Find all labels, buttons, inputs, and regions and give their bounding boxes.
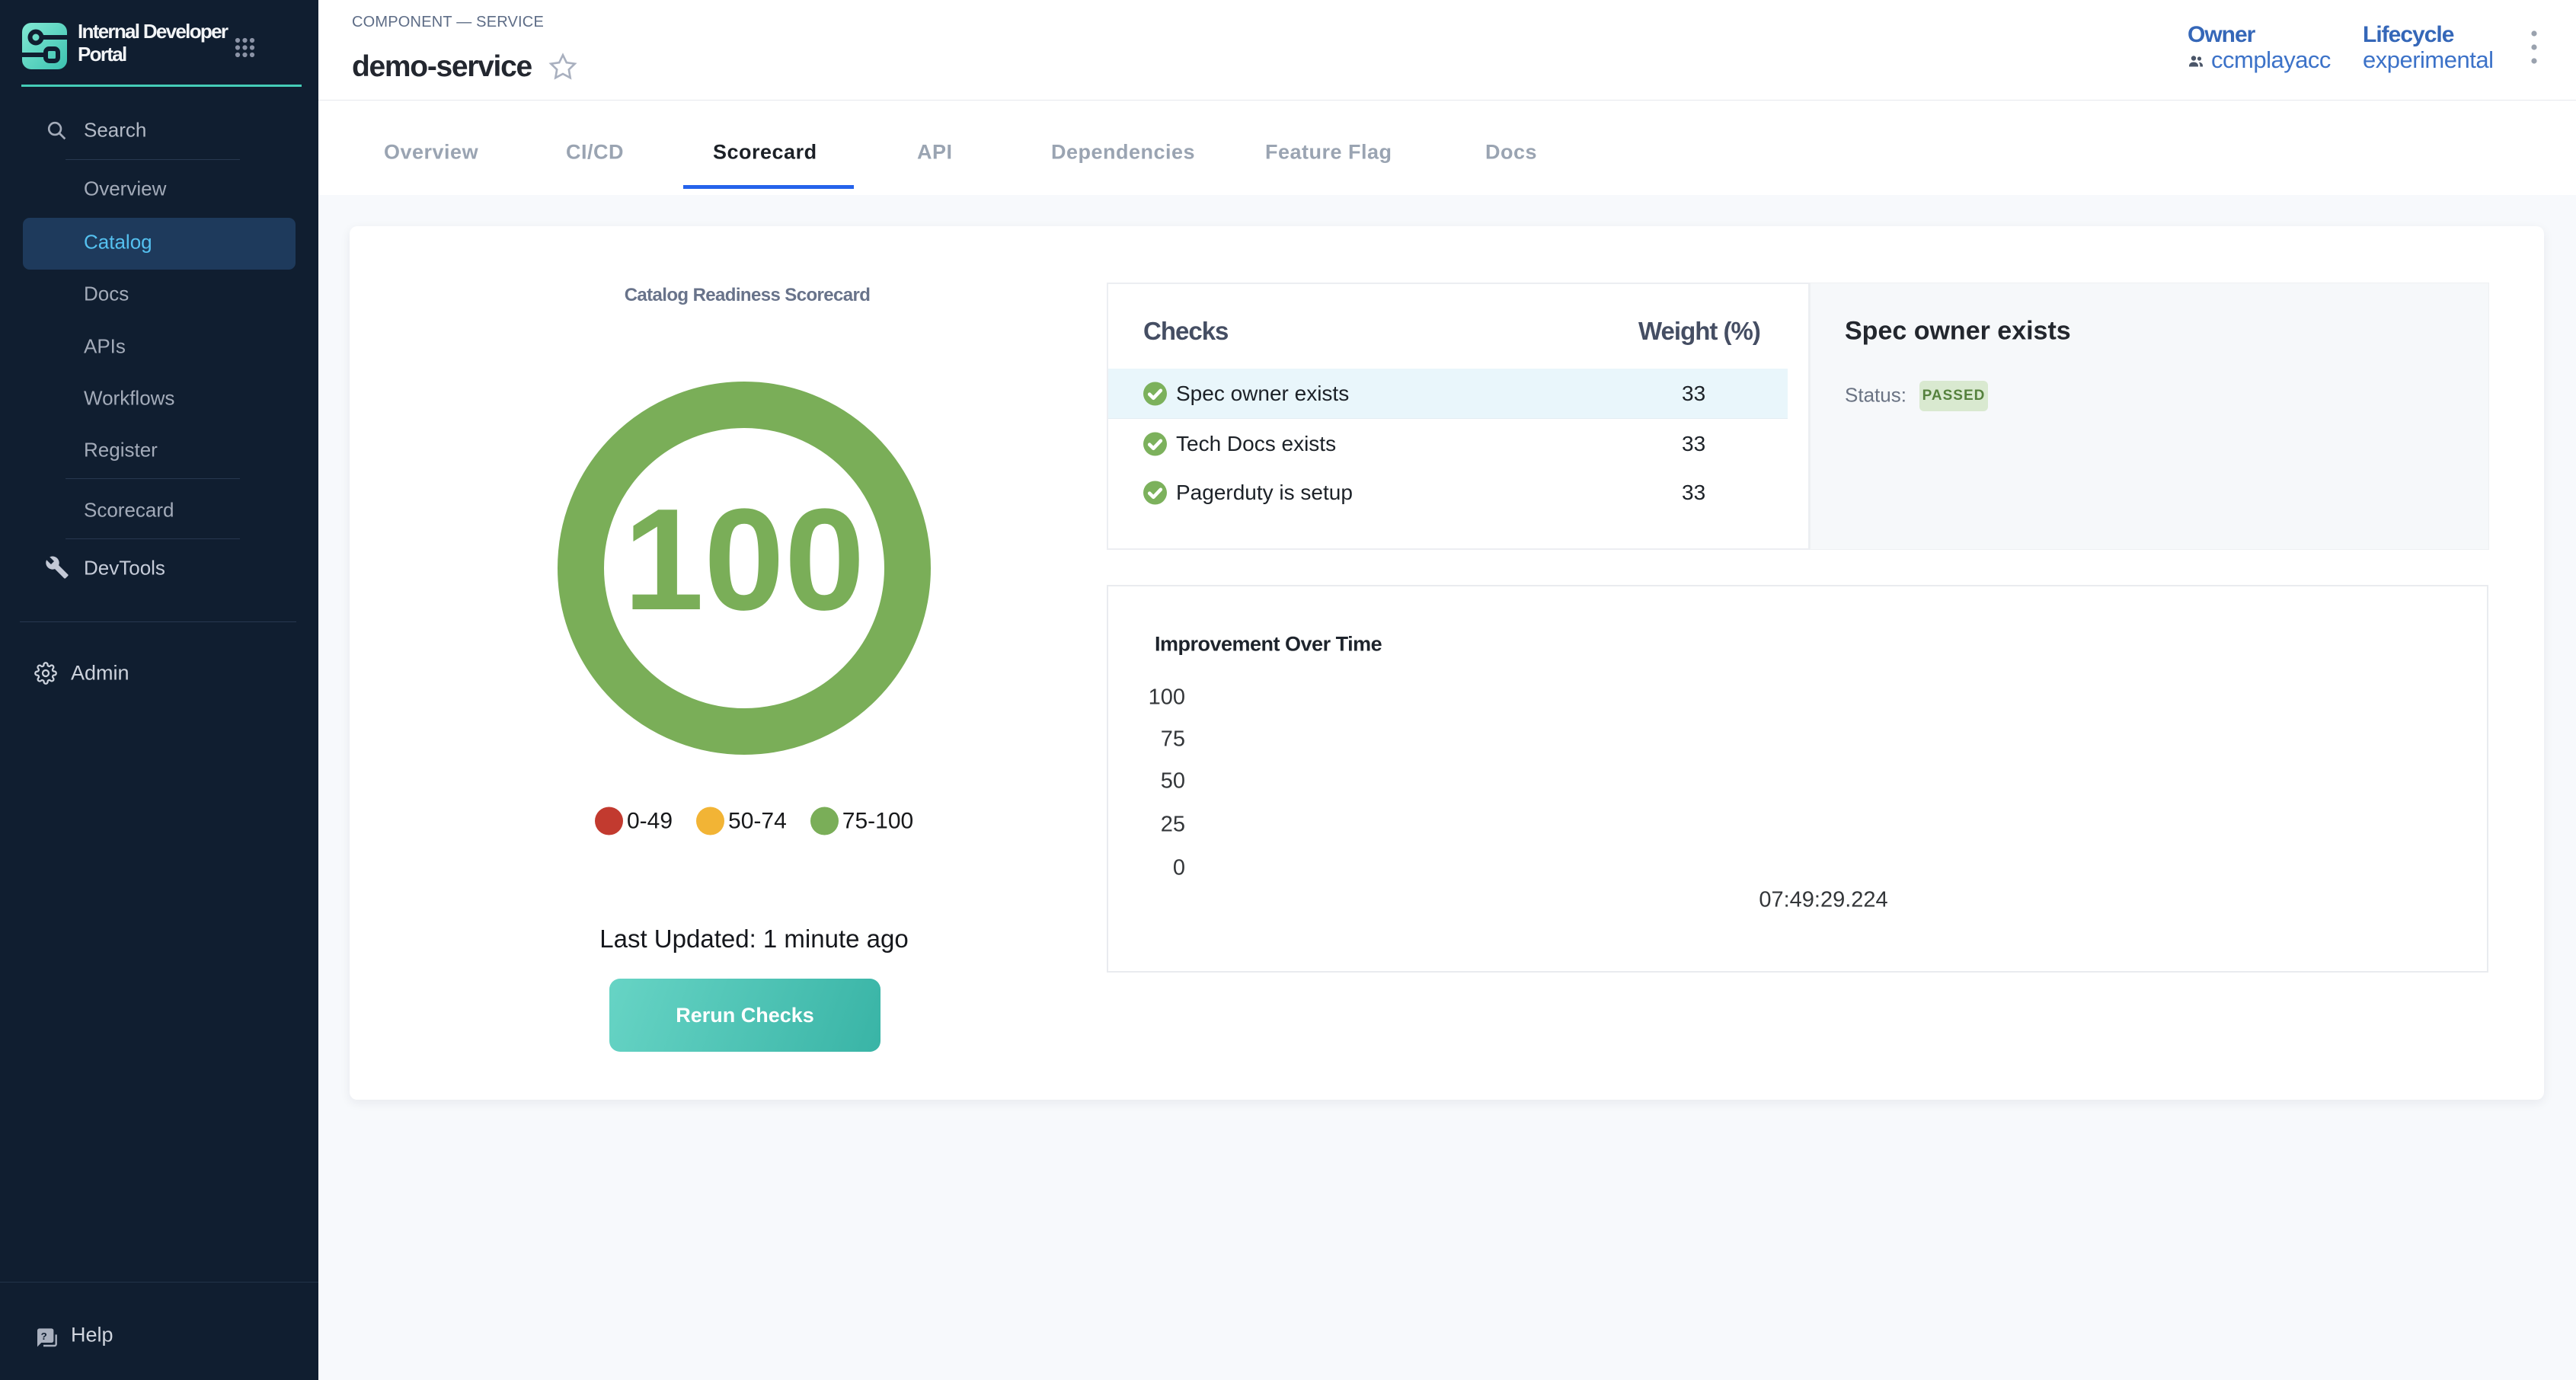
svg-text:100: 100 [623,479,865,640]
svg-text:?: ? [41,1330,47,1342]
